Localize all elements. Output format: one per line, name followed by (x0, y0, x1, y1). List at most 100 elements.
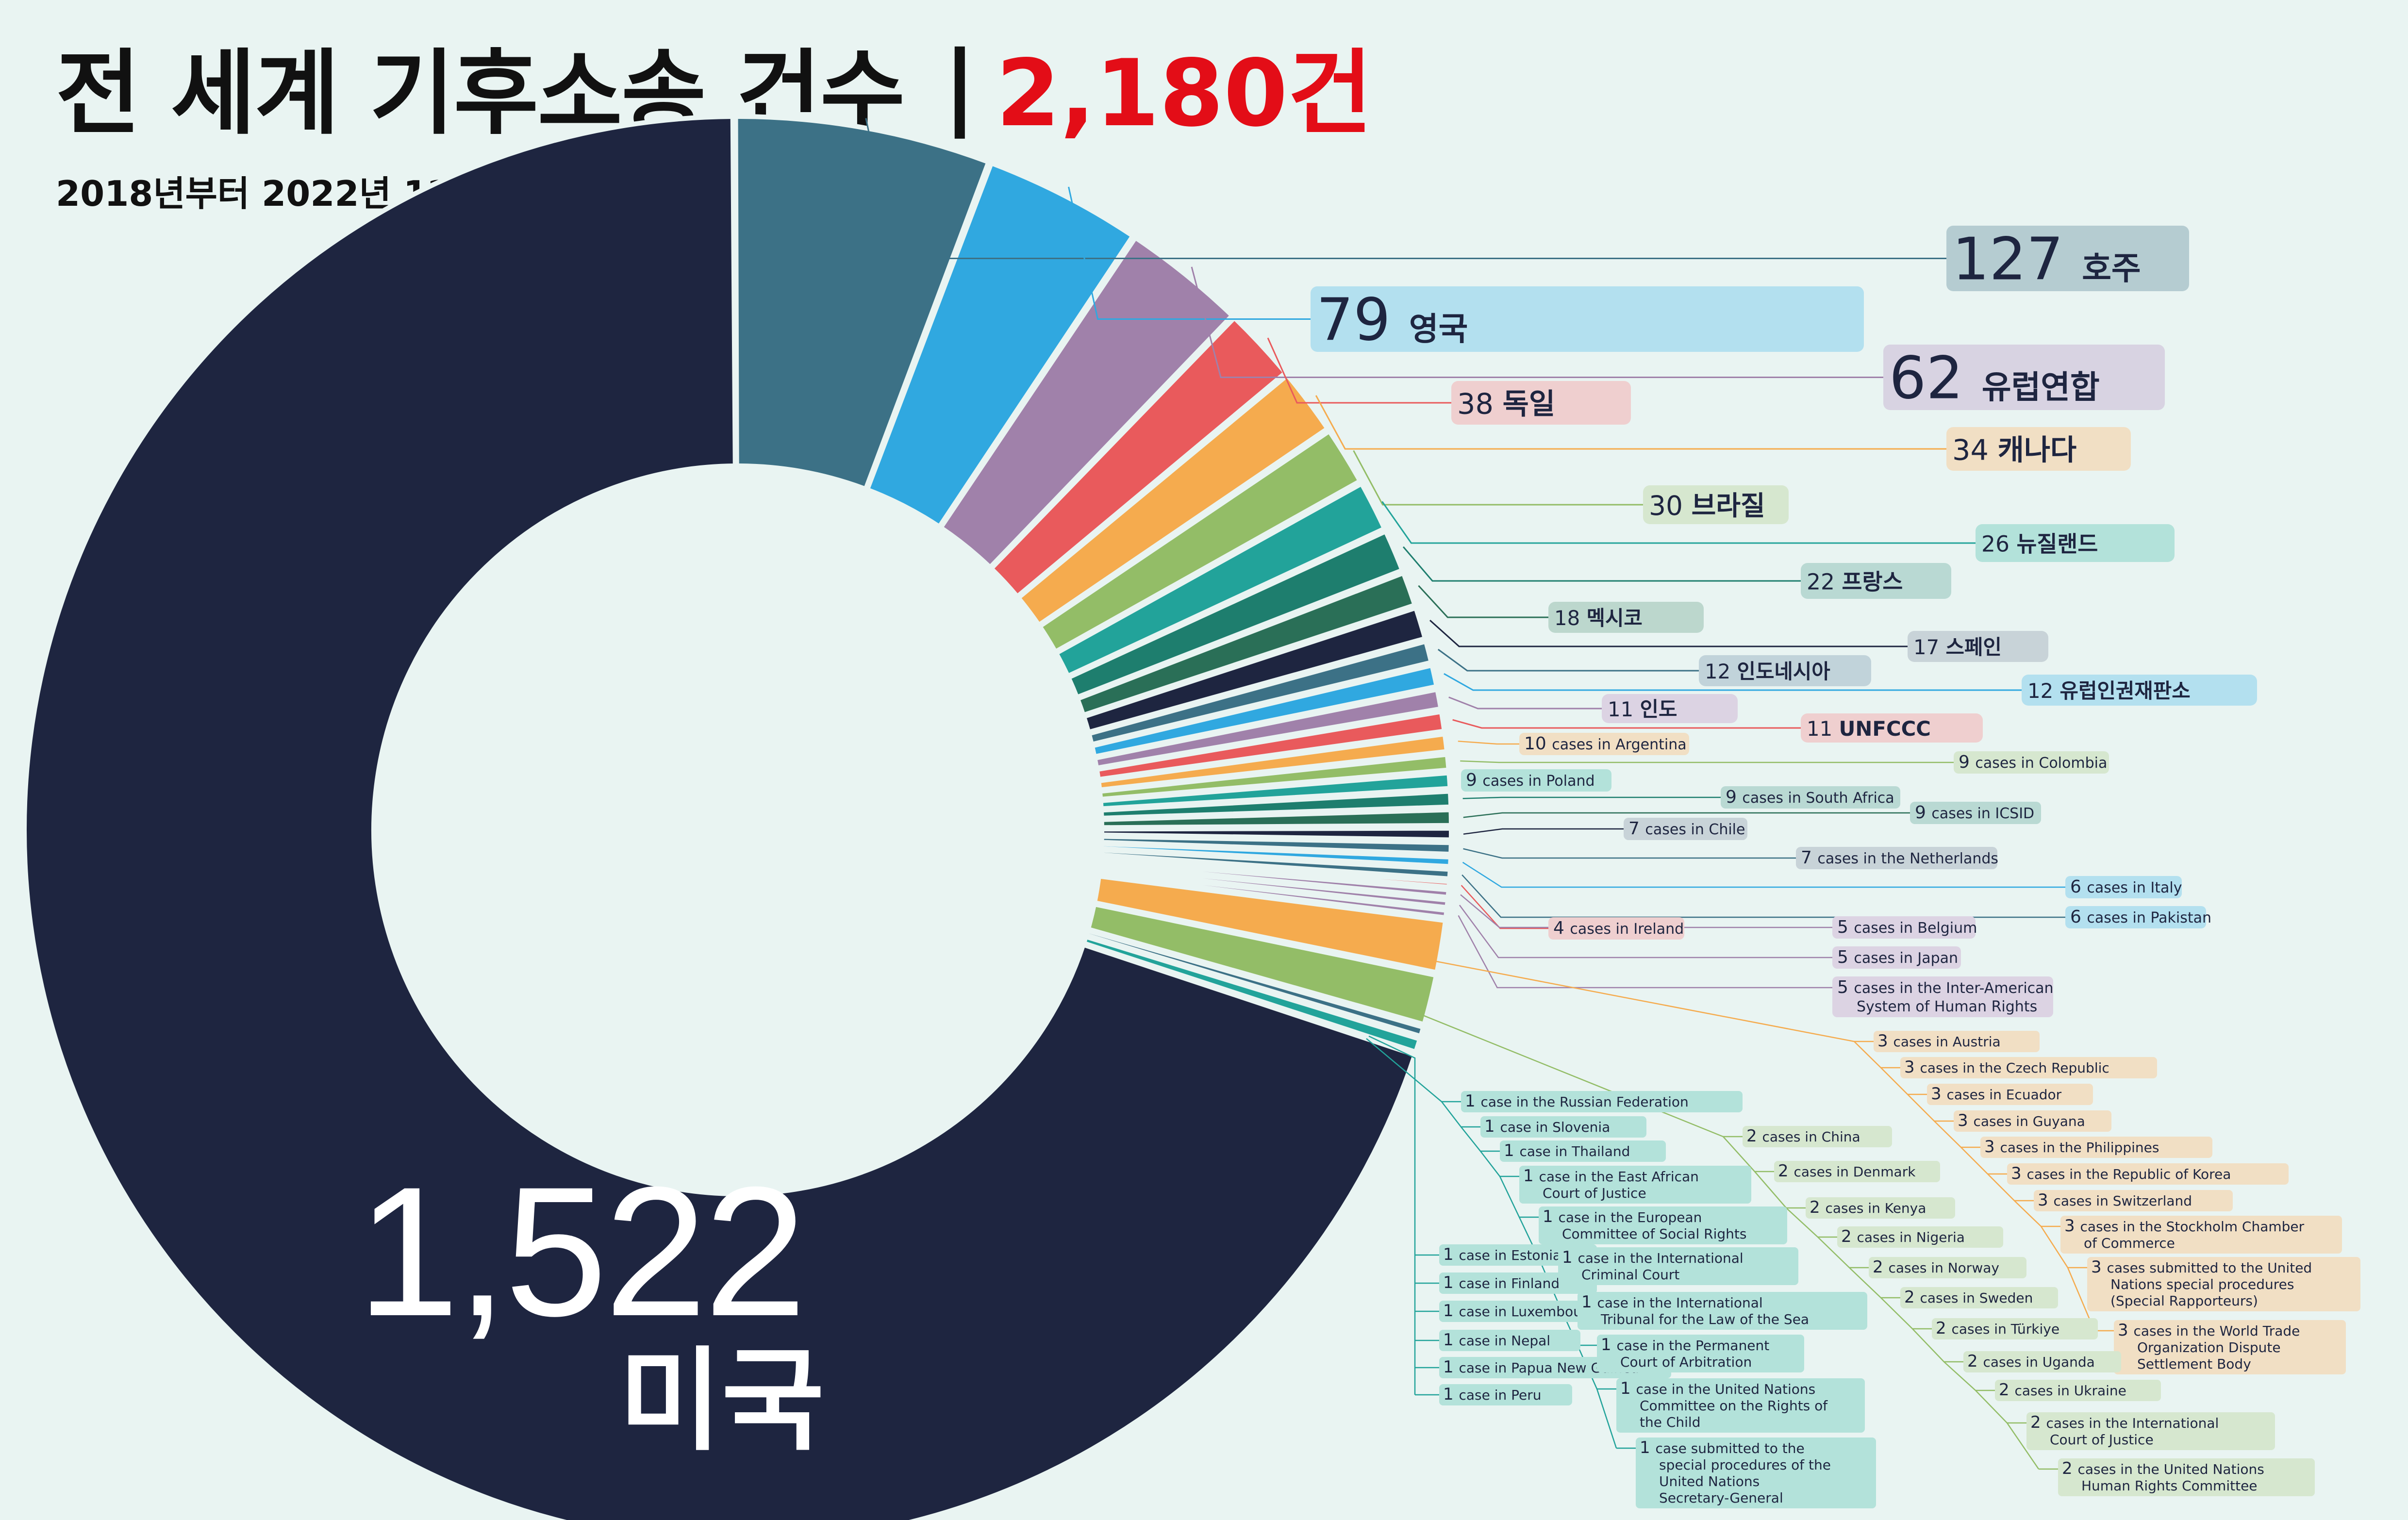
two-item-6: 2 cases in Türkiye (1936, 1319, 2059, 1338)
one-a-item-5: 1 case in Peru (1443, 1385, 1542, 1404)
two-item-4: 2 cases in Norway (1873, 1257, 1999, 1277)
small-label-8: 6 cases in Pakistan (2070, 907, 2211, 927)
leader-12 (1448, 696, 1602, 710)
two-box-1 (1774, 1161, 1940, 1182)
leader-8 (1418, 585, 1548, 618)
two-box-5 (1900, 1287, 2058, 1308)
slices (22, 114, 1454, 1520)
label-2-box (1883, 345, 2165, 410)
two-box-2 (1806, 1197, 1955, 1219)
leader-3 (1267, 337, 1451, 404)
three-box-5 (2007, 1163, 2289, 1185)
three-box-6 (2034, 1190, 2233, 1211)
leader-11 (1444, 673, 2022, 691)
labels: 127 호주 79 영국 62 유럽연합 38 독일 34 캐나다 30 브라질 26 뉴질… (1311, 226, 2360, 1508)
small-label-7-box (2065, 876, 2182, 898)
label-8-box (1548, 602, 1704, 633)
leader-4 (1315, 395, 1946, 450)
label-11: 12 유럽인권재판소 (2027, 679, 2191, 703)
label-0-box (1946, 226, 2189, 291)
three-item-6: 3 cases in Switzerland (2038, 1190, 2192, 1210)
one-a-box-0 (1439, 1244, 1597, 1266)
leader-2 (1191, 266, 1883, 378)
label-12-box (1602, 694, 1738, 723)
label-1-box (1311, 286, 1864, 352)
two-box-9 (2026, 1412, 2275, 1450)
two-box-4 (1869, 1257, 2026, 1278)
leader-small-12 (1458, 915, 1832, 989)
slice-31 (1080, 933, 1423, 1056)
leader-5 (1353, 450, 1643, 506)
leader-small-3 (1462, 796, 1721, 799)
one-b-box-0 (1461, 1091, 1743, 1112)
small-label-11: 5 cases in Japan (1837, 947, 1958, 967)
three-box-4 (1980, 1137, 2212, 1158)
label-8: 18 멕시코 (1554, 606, 1643, 630)
two-box-10 (2058, 1458, 2315, 1496)
small-label-5: 7 cases in Chile (1628, 819, 1745, 839)
one-b-item-6: 1 case in the International Tribunal for … (1581, 1292, 1809, 1327)
leader-small-0 (1458, 741, 1519, 745)
three-box-8 (2087, 1257, 2360, 1311)
leader-13 (1452, 719, 1801, 729)
three-item-2: 3 cases in Ecuador (1931, 1084, 2062, 1104)
center-value: 1,522 (357, 1148, 807, 1355)
three-item-9: 3 cases in the World Trade Organization D… (2118, 1321, 2300, 1372)
label-5-box (1643, 485, 1789, 524)
label-12: 11 인도 (1608, 697, 1677, 721)
three-box-3 (1954, 1110, 2111, 1132)
one-b-box-6 (1578, 1292, 1867, 1330)
one-b-box-2 (1500, 1140, 1666, 1162)
one-b-item-5: 1 case in the International Criminal Cour… (1562, 1248, 1744, 1283)
small-label-6-box (1796, 847, 1997, 869)
label-7: 22 프랑스 (1807, 569, 1903, 595)
small-label-0-box (1519, 733, 1689, 755)
one-b-box-4 (1539, 1206, 1787, 1244)
one-b-box-1 (1480, 1116, 1646, 1138)
slice-3 (937, 234, 1236, 571)
two-box-0 (1743, 1126, 1892, 1147)
label-10-box (1699, 655, 1871, 686)
leader-6 (1381, 501, 1976, 544)
two-item-8: 2 cases in Ukraine (1999, 1380, 2126, 1400)
slice-2 (864, 160, 1137, 530)
label-13-box (1801, 713, 1983, 743)
label-1: 79 영국 (1316, 287, 1468, 354)
label-6: 26 뉴질랜드 (1981, 531, 2098, 557)
label-3: 38 독일 (1457, 387, 1555, 420)
label-4: 34 캐나다 (1952, 433, 2076, 466)
two-item-7: 2 cases in Uganda (1967, 1352, 2095, 1371)
small-label-9: 4 cases in Ireland (1553, 918, 1684, 938)
small-label-12-box (1832, 976, 2053, 1017)
leader-7 (1402, 546, 1801, 582)
small-label-9-box (1548, 917, 1684, 940)
three-item-8: 3 cases submitted to the United Nations s… (2091, 1257, 2312, 1309)
one-b-box-8 (1616, 1378, 1865, 1433)
label-0: 127 호주 (1952, 226, 2141, 294)
three-box-7 (2060, 1216, 2342, 1254)
three-item-5: 3 cases in the Republic of Korea (2011, 1164, 2231, 1183)
leader-small-11 (1459, 905, 1832, 958)
three-item-7: 3 cases in the Stockholm Chamber of Comme… (2064, 1216, 2305, 1251)
two-item-10: 2 cases in the United Nations Human Right… (2062, 1459, 2264, 1494)
one-b-box-7 (1597, 1335, 1804, 1372)
leader-small-5 (1463, 828, 1624, 835)
label-11-box (2022, 675, 2257, 706)
one-b-item-2: 1 case in Thailand (1504, 1141, 1630, 1160)
three-item-0: 3 cases in Austria (1877, 1031, 2001, 1051)
one-a-trunk (1368, 1035, 1416, 1395)
three-box-9 (2114, 1320, 2346, 1374)
two-trunk (1378, 996, 2040, 1470)
one-a-box-1 (1439, 1272, 1597, 1294)
leader-lines (865, 118, 2114, 1470)
one-b-item-3: 1 case in the East African Court of Justi… (1523, 1166, 1699, 1201)
leader-small-9 (1461, 885, 1548, 929)
small-label-3-box (1721, 786, 1900, 809)
one-a-box-3 (1439, 1330, 1580, 1351)
one-a-box-2 (1439, 1301, 1622, 1322)
two-item-1: 2 cases in Denmark (1778, 1161, 1916, 1181)
small-label-8-box (2065, 906, 2206, 928)
title-separator: | (943, 31, 977, 139)
two-item-5: 2 cases in Sweden (1904, 1288, 2033, 1307)
small-label-6: 7 cases in the Netherlands (1801, 848, 1998, 868)
